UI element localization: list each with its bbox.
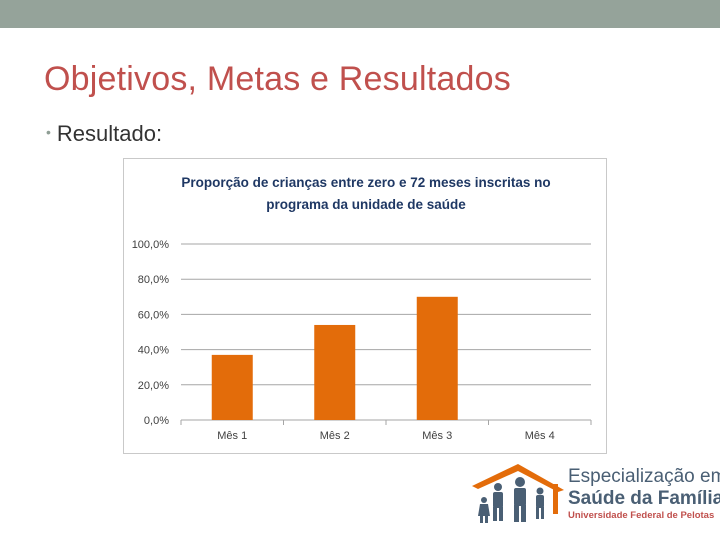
bullet-item: • Resultado: xyxy=(46,121,162,147)
logo-line-1: Especialização em xyxy=(568,466,720,487)
logo: Especialização em Saúde da Família Unive… xyxy=(470,460,720,530)
y-tick-label: 100,0% xyxy=(132,239,170,251)
x-tick-label: Mês 2 xyxy=(320,430,350,442)
chart-title-line: Proporção de crianças entre zero e 72 me… xyxy=(181,175,550,190)
logo-line-2: Saúde da Família xyxy=(568,488,720,509)
y-tick-label: 40,0% xyxy=(138,345,169,357)
y-tick-label: 60,0% xyxy=(138,309,169,321)
logo-line-3: Universidade Federal de Pelotas xyxy=(568,510,715,521)
x-tick-label: Mês 3 xyxy=(422,430,452,442)
y-tick-label: 0,0% xyxy=(144,415,169,427)
chart-title-line: programa da unidade de saúde xyxy=(266,197,466,212)
bar xyxy=(314,324,356,420)
bullet-text: Resultado: xyxy=(56,121,163,146)
top-bar xyxy=(0,0,720,28)
bar xyxy=(211,354,253,420)
bar xyxy=(416,296,458,420)
slide-title: Objetivos, Metas e Resultados xyxy=(44,60,511,98)
y-tick-label: 80,0% xyxy=(138,274,169,286)
bar-chart: Proporção de crianças entre zero e 72 me… xyxy=(132,175,592,442)
family-house-logo-icon xyxy=(472,464,564,523)
x-tick-label: Mês 4 xyxy=(525,430,555,442)
x-tick-label: Mês 1 xyxy=(217,430,247,442)
bullet-dot-icon: • xyxy=(46,124,51,140)
logo-text: Especialização em Saúde da Família Unive… xyxy=(568,466,720,522)
y-tick-label: 20,0% xyxy=(138,380,169,392)
chart-frame: Proporção de crianças entre zero e 72 me… xyxy=(123,158,607,454)
